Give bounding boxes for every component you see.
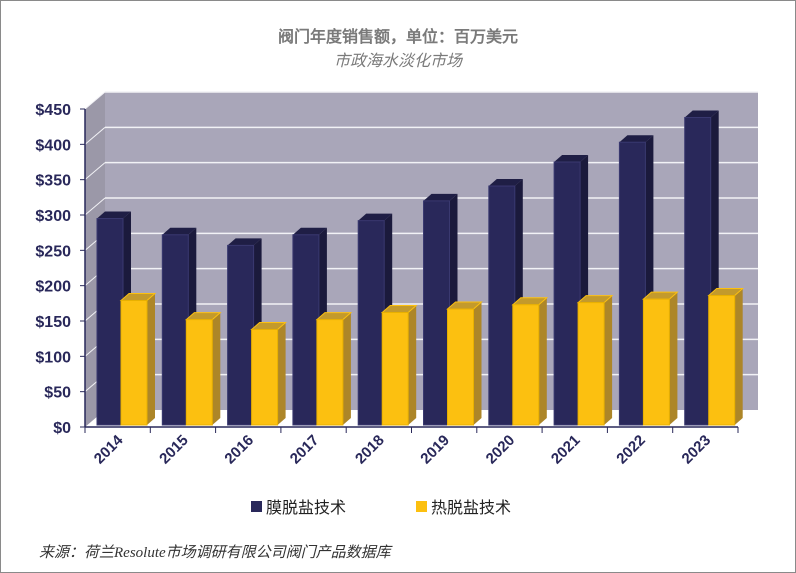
legend-item-thermal: 热脱盐技术 [416, 494, 511, 518]
bar-top [97, 211, 131, 219]
y-tick-label: $150 [35, 314, 71, 331]
y-tick-label: $0 [53, 420, 71, 437]
bar-side [147, 293, 155, 425]
y-tick-label: $200 [35, 279, 71, 296]
y-tick-label: $350 [35, 173, 71, 190]
legend: 膜脱盐技术 热脱盐技术 [251, 494, 511, 518]
chart-subtitle: 市政海水淡化市场 [333, 53, 462, 70]
bar-膜脱盐技术-2021 [553, 161, 581, 426]
bar-热脱盐技术-2015 [185, 319, 213, 426]
bar-膜脱盐技术-2018 [357, 220, 385, 426]
bar-side [538, 297, 547, 425]
bar-chart: $0 $50 $100 $150 $200 $250 $300 $350 $400 $450 201… [35, 91, 758, 468]
y-tick-label: $300 [35, 208, 71, 225]
y-tick-label: $400 [35, 137, 71, 154]
bar-side [604, 295, 613, 425]
bar-热脱盐技术-2018 [381, 312, 409, 426]
bar-side [277, 322, 286, 425]
gridline-side [84, 91, 106, 110]
bar-side [342, 312, 351, 425]
bar-膜脱盐技术-2014 [96, 218, 124, 426]
x-tick-label: 2022 [613, 432, 649, 468]
legend-item-membrane: 膜脱盐技术 [251, 494, 346, 518]
gridline-side [84, 197, 106, 216]
bar-膜脱盐技术-2017 [292, 234, 320, 426]
x-tick-label: 2021 [548, 432, 584, 468]
x-tick-label: 2014 [91, 431, 127, 467]
x-tick-label: 2015 [156, 432, 192, 468]
x-tick-label: 2023 [679, 432, 715, 468]
y-tick-label: $100 [35, 349, 71, 366]
bar-膜脱盐技术-2015 [161, 234, 189, 426]
bar-热脱盐技术-2022 [642, 298, 670, 426]
bar-side [473, 301, 482, 425]
y-tick-label: $250 [35, 243, 71, 260]
bar-top [227, 238, 262, 246]
legend-label: 膜脱盐技术 [266, 500, 347, 517]
bar-side [669, 292, 678, 425]
bar-热脱盐技术-2017 [316, 319, 344, 426]
bar-side [212, 312, 221, 425]
x-tick-label: 2017 [287, 432, 323, 468]
x-tick-label: 2016 [221, 432, 257, 468]
x-tick-label: 2019 [417, 432, 453, 468]
bar-top [554, 155, 589, 162]
bar-top [358, 213, 393, 221]
x-tick-label: 2020 [483, 432, 519, 468]
bar-热脱盐技术-2019 [447, 308, 474, 426]
bar-top [488, 179, 523, 187]
bar-热脱盐技术-2021 [577, 302, 605, 426]
gridline-side [84, 162, 106, 181]
y-tick-label: $50 [44, 385, 71, 402]
bar-热脱盐技术-2023 [708, 295, 736, 426]
bar-膜脱盐技术-2019 [423, 200, 450, 426]
bar-膜脱盐技术-2022 [618, 141, 646, 426]
bar-膜脱盐技术-2023 [684, 116, 712, 426]
bar-top [162, 227, 197, 235]
bar-膜脱盐技术-2020 [488, 185, 516, 426]
bar-top [292, 227, 327, 235]
bar-top [423, 193, 458, 201]
legend-label: 热脱盐技术 [431, 500, 512, 517]
bar-热脱盐技术-2016 [251, 328, 279, 426]
bar-side [408, 305, 417, 425]
bar-热脱盐技术-2014 [120, 300, 148, 426]
gridline-side [84, 126, 106, 145]
bar-热脱盐技术-2020 [512, 304, 540, 426]
bar-top [684, 110, 719, 118]
bar-膜脱盐技术-2016 [227, 244, 255, 426]
bar-side [734, 288, 743, 425]
source-note: 来源：荷兰Resolute市场调研有限公司阀门产品数据库 [39, 545, 391, 561]
x-tick-label: 2018 [352, 432, 388, 468]
legend-swatch [416, 500, 428, 512]
y-tick-label: $450 [35, 102, 71, 119]
bar-top [619, 135, 654, 143]
chart-title: 阀门年度销售额，单位：百万美元 [277, 29, 518, 46]
legend-swatch [251, 500, 262, 512]
